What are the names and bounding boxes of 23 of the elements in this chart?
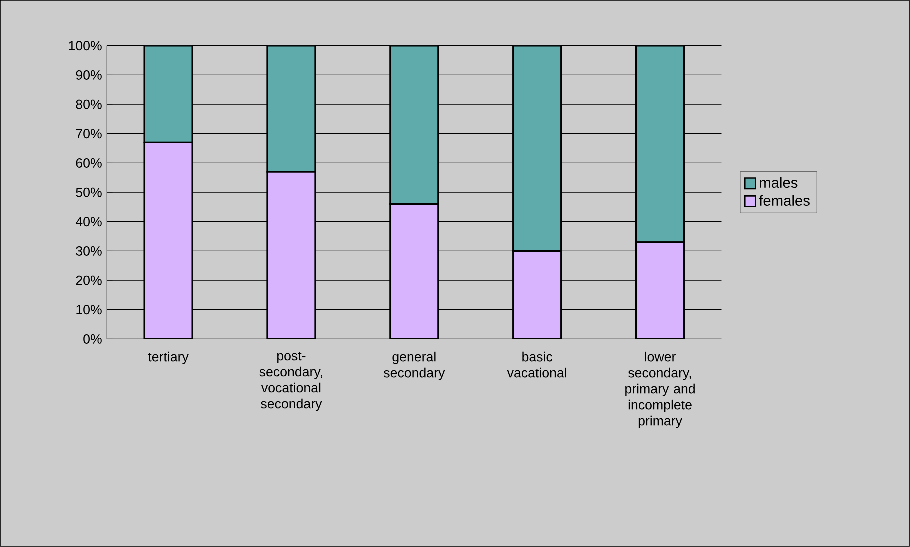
y-tick-label: 90% (76, 70, 102, 80)
y-tick-label: 70% (76, 129, 102, 139)
bar (512, 46, 562, 252)
x-tick-label: post-secondary, vocational secondary (260, 352, 322, 412)
x-tick-label: tertiary (148, 352, 189, 364)
legend-label: females (759, 195, 810, 206)
y-tick-label: 60% (76, 158, 102, 168)
bar (266, 46, 316, 173)
y-tick-label: 50% (76, 188, 102, 198)
x-tick-label: basic vacational (507, 352, 566, 378)
y-tick-label: 40% (76, 217, 102, 227)
y-tick-label: 20% (76, 276, 102, 286)
y-tick-label: 30% (76, 246, 102, 256)
x-tick-label: general secondary (384, 352, 446, 380)
y-tick-label: 10% (76, 305, 102, 315)
legend-label: males (760, 177, 798, 188)
x-tick-label: lower secondary, primary and incomplete primary (626, 352, 695, 428)
bar (635, 46, 686, 244)
y-tick-label: 0% (84, 334, 102, 344)
bar (144, 46, 194, 144)
y-tick-label: 100% (69, 41, 102, 51)
bar (390, 46, 440, 206)
y-tick-label: 80% (76, 100, 102, 110)
